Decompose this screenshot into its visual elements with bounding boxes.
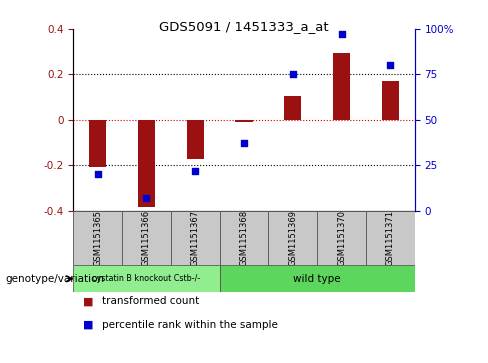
Text: ■: ■ bbox=[83, 320, 94, 330]
Point bbox=[142, 195, 150, 201]
Bar bbox=[187, 120, 204, 159]
Text: GSM1151367: GSM1151367 bbox=[191, 210, 200, 266]
Text: GSM1151366: GSM1151366 bbox=[142, 210, 151, 266]
Bar bbox=[333, 53, 350, 120]
Point bbox=[338, 32, 346, 37]
Text: GSM1151368: GSM1151368 bbox=[240, 210, 248, 266]
Bar bbox=[220, 265, 415, 292]
Bar bbox=[220, 211, 268, 265]
Point bbox=[94, 171, 102, 177]
Text: wild type: wild type bbox=[293, 274, 341, 284]
Bar bbox=[138, 120, 155, 207]
Bar bbox=[171, 211, 220, 265]
Text: GSM1151369: GSM1151369 bbox=[288, 210, 297, 266]
Bar bbox=[366, 211, 415, 265]
Bar bbox=[317, 211, 366, 265]
Text: GSM1151365: GSM1151365 bbox=[93, 210, 102, 266]
Point bbox=[289, 72, 297, 77]
Bar bbox=[122, 211, 171, 265]
Bar bbox=[236, 120, 253, 122]
Text: percentile rank within the sample: percentile rank within the sample bbox=[102, 320, 278, 330]
Text: GDS5091 / 1451333_a_at: GDS5091 / 1451333_a_at bbox=[159, 20, 329, 33]
Text: GSM1151370: GSM1151370 bbox=[337, 210, 346, 266]
Point bbox=[240, 140, 248, 146]
Bar bbox=[73, 211, 122, 265]
Text: transformed count: transformed count bbox=[102, 296, 200, 306]
Text: ■: ■ bbox=[83, 296, 94, 306]
Bar bbox=[284, 96, 301, 120]
Point bbox=[191, 168, 199, 174]
Bar bbox=[268, 211, 317, 265]
Bar bbox=[382, 81, 399, 120]
Point bbox=[386, 62, 394, 68]
Bar bbox=[89, 120, 106, 167]
Text: cystatin B knockout Cstb-/-: cystatin B knockout Cstb-/- bbox=[92, 274, 201, 283]
Text: GSM1151371: GSM1151371 bbox=[386, 210, 395, 266]
Bar bbox=[73, 265, 220, 292]
Text: genotype/variation: genotype/variation bbox=[5, 274, 104, 284]
